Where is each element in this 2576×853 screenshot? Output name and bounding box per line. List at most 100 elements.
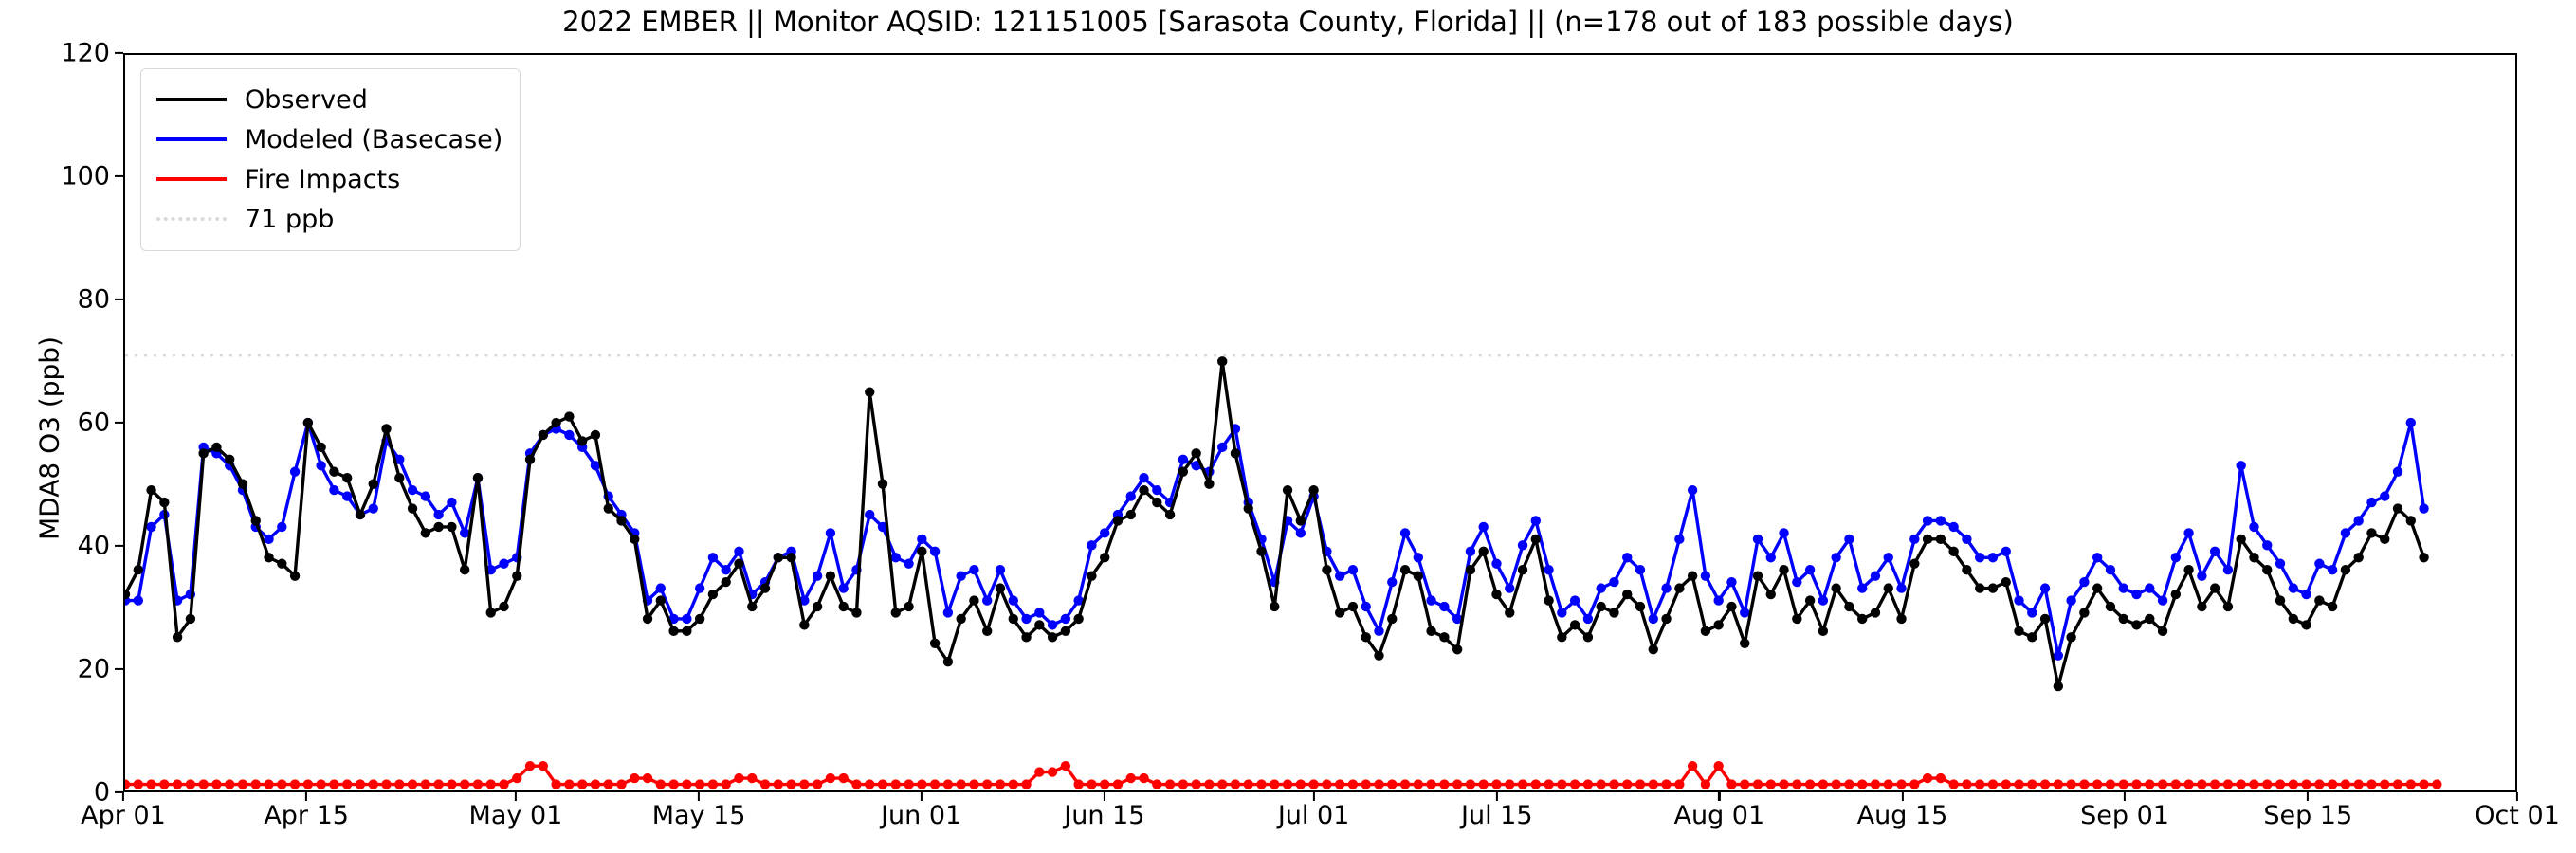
- data-point: [734, 546, 744, 556]
- data-point: [2405, 779, 2416, 789]
- data-point: [551, 779, 561, 789]
- data-point: [1478, 546, 1489, 556]
- data-point: [499, 558, 509, 569]
- data-point: [341, 491, 353, 501]
- data-point: [799, 620, 810, 630]
- data-point: [1948, 779, 1959, 789]
- data-point: [1152, 484, 1162, 496]
- data-point: [747, 772, 758, 784]
- data-point: [1544, 565, 1554, 575]
- data-point: [1465, 779, 1476, 789]
- y-tick-mark-80: [115, 298, 123, 301]
- data-point: [289, 571, 301, 581]
- data-point: [2105, 601, 2116, 612]
- data-point: [2236, 779, 2246, 789]
- data-point: [1087, 540, 1097, 551]
- data-point: [2145, 613, 2155, 625]
- data-point: [1648, 644, 1658, 655]
- data-point: [1635, 565, 1646, 575]
- data-point: [1100, 528, 1110, 538]
- data-point: [1387, 613, 1398, 625]
- data-point: [799, 779, 810, 789]
- data-point: [1087, 571, 1097, 581]
- data-point: [1896, 613, 1907, 625]
- x-tick-label-apr-15: Apr 15: [264, 801, 349, 830]
- legend-item-modeled-basecase[interactable]: Modeled (Basecase): [156, 119, 502, 159]
- data-point: [2027, 632, 2037, 643]
- data-point: [1582, 632, 1594, 643]
- x-tick-mark-8: [1718, 792, 1721, 801]
- data-point: [1909, 558, 1920, 569]
- data-point: [1974, 553, 1985, 563]
- y-tick-mark-40: [115, 544, 123, 548]
- data-point: [838, 772, 849, 784]
- x-tick-label-apr-01: Apr 01: [81, 801, 166, 830]
- data-point: [1596, 601, 1606, 612]
- data-point: [172, 779, 183, 789]
- data-point: [1569, 779, 1580, 789]
- data-point: [1491, 589, 1502, 600]
- data-point: [1139, 473, 1149, 483]
- data-point: [1439, 779, 1450, 789]
- legend-item-71-ppb[interactable]: 71 ppb: [156, 199, 502, 239]
- data-point: [1505, 779, 1515, 789]
- x-tick-mark-6: [1312, 792, 1315, 801]
- data-point: [825, 571, 836, 581]
- data-point: [682, 626, 692, 637]
- data-point: [2209, 779, 2220, 789]
- x-tick-label-jul-01: Jul 01: [1277, 801, 1350, 830]
- data-point: [472, 473, 484, 483]
- data-point: [956, 779, 966, 789]
- data-point: [799, 595, 810, 606]
- data-point: [2014, 779, 2024, 789]
- data-point: [2262, 565, 2273, 575]
- data-point: [1987, 583, 1999, 593]
- data-point: [2222, 565, 2234, 575]
- data-point: [1687, 760, 1698, 771]
- data-point: [865, 509, 875, 520]
- data-point: [1295, 528, 1306, 538]
- data-point: [1178, 779, 1189, 789]
- data-point: [747, 601, 758, 612]
- data-point: [2419, 779, 2429, 789]
- legend-label: Fire Impacts: [245, 164, 401, 194]
- data-point: [616, 516, 627, 526]
- data-point: [982, 595, 993, 606]
- data-point: [1779, 565, 1789, 575]
- data-point: [2340, 779, 2351, 789]
- data-point: [1008, 595, 1018, 606]
- data-point: [2353, 779, 2364, 789]
- data-point: [277, 521, 287, 533]
- data-point: [1674, 534, 1685, 545]
- data-point: [1204, 479, 1215, 489]
- data-point: [982, 779, 993, 789]
- data-point: [1870, 608, 1881, 618]
- data-point: [1962, 779, 1972, 789]
- x-tick-label-sep-15: Sep 15: [2263, 801, 2353, 830]
- data-point: [1922, 516, 1933, 526]
- data-point: [1073, 595, 1084, 606]
- data-point: [1622, 589, 1633, 600]
- data-point: [1987, 779, 1999, 789]
- data-point: [682, 779, 692, 789]
- data-point: [616, 779, 627, 789]
- data-point: [995, 565, 1006, 575]
- data-point: [995, 779, 1006, 789]
- data-point: [407, 779, 418, 789]
- data-point: [721, 565, 731, 575]
- data-point: [2066, 595, 2076, 606]
- data-point: [1399, 528, 1411, 538]
- data-point: [381, 424, 392, 434]
- x-tick-mark-1: [305, 792, 308, 801]
- legend-item-fire-impacts[interactable]: Fire Impacts: [156, 159, 502, 199]
- data-point: [2353, 553, 2364, 563]
- data-point: [904, 601, 914, 612]
- x-tick-mark-7: [1495, 792, 1498, 801]
- legend-item-observed[interactable]: Observed: [156, 80, 502, 119]
- data-point: [1883, 583, 1893, 593]
- legend-swatch-icon: [156, 98, 227, 101]
- data-point: [1596, 779, 1606, 789]
- data-point: [1216, 356, 1228, 367]
- data-point: [1413, 571, 1424, 581]
- data-point: [1256, 546, 1267, 556]
